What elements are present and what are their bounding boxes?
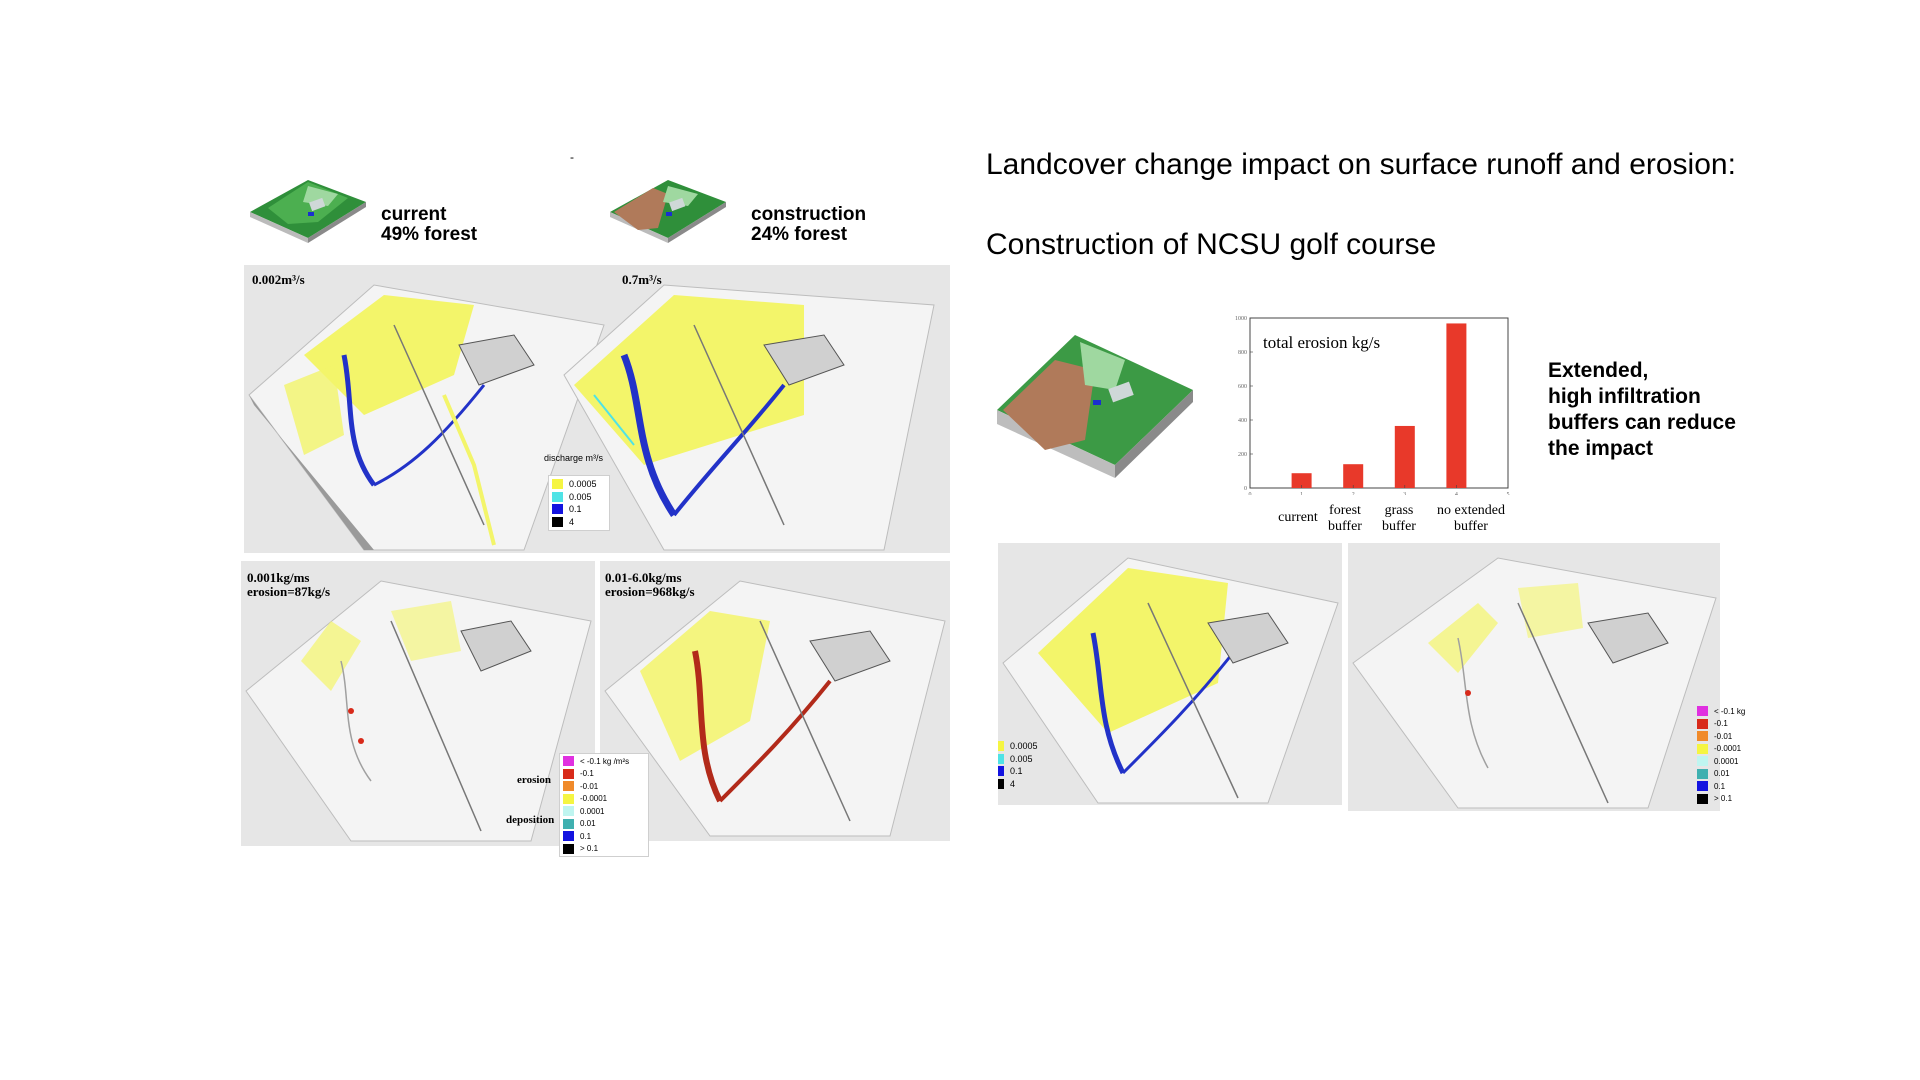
erosion-construction-label-line2: erosion=968kg/s	[605, 584, 695, 599]
buffer-erosion-legend-item: -0.01	[1694, 730, 1754, 743]
buffer-erosion-graphic	[1352, 557, 1717, 809]
discharge-legend-title: discharge m³/s	[544, 453, 604, 463]
erosion-legend-item: 0.1	[560, 830, 648, 843]
buffer-erosion-legend-item: < -0.1 kg	[1694, 705, 1754, 718]
buffer-note-line1: Extended,	[1548, 359, 1649, 382]
buffer-discharge-legend: 0.0005 0.005 0.1 4	[998, 738, 1040, 792]
erosion-legend-item: -0.1	[560, 768, 648, 781]
thumbnail-label-current: current 49% forest	[381, 205, 477, 245]
chart-y-tick-label: 1000	[1235, 316, 1247, 322]
buffer-erosion-legend-item: 0.1	[1694, 780, 1754, 793]
erosion-legend-item: > 0.1	[560, 843, 648, 856]
thumbnail-current-line1: current	[381, 204, 447, 225]
discharge-legend: 0.0005 0.005 0.1 4	[548, 475, 610, 531]
chart-x-tick-label: 1	[1300, 492, 1303, 495]
chart-y-tick-label: 400	[1238, 418, 1247, 424]
chart-bar	[1446, 323, 1467, 488]
discharge-current-label: 0.002m³/s	[252, 272, 305, 287]
buffer-erosion-legend-item: 0.0001	[1694, 755, 1754, 768]
chart-category-label: grass buffer	[1382, 503, 1416, 534]
erosion-current-label-line2: erosion=87kg/s	[247, 584, 331, 599]
chart-x-tick-label: 2	[1352, 492, 1355, 495]
erosion-bar-chart: 0 200 400 600 800 1000 0 1 2 3 4 5 total erosion kg…	[1230, 315, 1530, 540]
erosion-panel-construction: 0.01-6.0kg/ms erosion=968kg/s	[600, 561, 950, 841]
chart-x-tick-label: 0	[1249, 492, 1252, 495]
chart-bar	[1343, 464, 1364, 488]
discharge-maps-graphic	[248, 284, 935, 551]
buffer-erosion-legend: < -0.1 kg -0.1 -0.01 -0.0001 0.0001 0.01…	[1694, 704, 1754, 806]
buffer-note: Extended, high infiltration buffers can …	[1548, 358, 1736, 462]
buffer-erosion-panel	[1348, 543, 1720, 811]
erosion-current-label: 0.001kg/ms erosion=87kg/s	[247, 571, 330, 599]
terrain-thumbnail-construction	[610, 180, 726, 243]
erosion-construction-label: 0.01-6.0kg/ms erosion=968kg/s	[605, 571, 695, 599]
chart-category-label: forest buffer	[1328, 503, 1362, 534]
buffer-discharge-legend-item: 0.0005	[998, 740, 1040, 753]
buffer-erosion-legend-item: -0.0001	[1694, 743, 1754, 756]
buffer-discharge-legend-item: 0.005	[998, 753, 1040, 766]
thumbnail-construction-line1: construction	[751, 204, 867, 225]
chart-y-tick-label: 800	[1238, 350, 1247, 356]
thumbnail-construction-line2: 24% forest	[751, 224, 848, 245]
slide-title-line1: Landcover change impact on surface runof…	[986, 148, 1736, 181]
chart-title: total erosion kg/s	[1263, 333, 1381, 352]
chart-y-tick-label: 200	[1238, 452, 1247, 458]
chart-x-tick-label: 4	[1455, 492, 1458, 495]
discharge-legend-item: 0.0005	[549, 478, 609, 491]
chart-bar	[1291, 473, 1312, 488]
erosion-construction-label-line1: 0.01-6.0kg/ms	[605, 570, 682, 585]
buffer-note-line2: high infiltration	[1548, 385, 1701, 408]
chart-category-label: current	[1278, 510, 1318, 525]
buffer-erosion-legend-item: 0.01	[1694, 768, 1754, 781]
chart-category-label: no extended buffer	[1436, 503, 1506, 534]
buffer-note-line4: the impact	[1548, 437, 1654, 460]
erosion-legend-item: < -0.1 kg /m²s	[560, 755, 648, 768]
erosion-legend-item: 0.0001	[560, 805, 648, 818]
chart-x-tick-label: 5	[1507, 492, 1510, 495]
discharge-panel: 0.002m³/s 0.7m³/s discharge m³/s 0.0005 …	[244, 265, 950, 553]
erosion-legend-deposition-label: deposition	[506, 814, 555, 826]
terrain-thumbnail-current	[250, 180, 366, 243]
thumbnail-label-construction: construction 24% forest	[751, 205, 866, 245]
dash-mark: -	[570, 150, 574, 164]
erosion-current-graphic	[245, 580, 592, 842]
chart-y-tick-label: 600	[1238, 384, 1247, 390]
terrain-thumbnail-buffers	[997, 335, 1193, 478]
chart-x-tick-label: 3	[1403, 492, 1406, 495]
erosion-panel-current: 0.001kg/ms erosion=87kg/s	[241, 561, 595, 846]
buffer-erosion-legend-item: > 0.1	[1694, 793, 1754, 806]
buffer-discharge-panel: 0.0005 0.005 0.1 4	[998, 543, 1342, 805]
discharge-construction-label: 0.7m³/s	[622, 272, 662, 287]
buffer-erosion-legend-item: -0.1	[1694, 718, 1754, 731]
erosion-construction-graphic	[604, 580, 946, 837]
erosion-legend-item: -0.01	[560, 780, 648, 793]
buffer-discharge-graphic	[1002, 557, 1339, 804]
erosion-legend-left: < -0.1 kg /m²s -0.1 -0.01 -0.0001 0.0001…	[559, 753, 649, 857]
thumbnail-current-line2: 49% forest	[381, 224, 478, 245]
erosion-legend-erosion-label: erosion	[517, 774, 552, 786]
buffer-note-line3: buffers can reduce	[1548, 411, 1736, 434]
erosion-legend-item: -0.0001	[560, 793, 648, 806]
erosion-current-label-line1: 0.001kg/ms	[247, 570, 310, 585]
erosion-legend-item: 0.01	[560, 818, 648, 831]
chart-bar	[1394, 425, 1415, 488]
discharge-legend-item: 0.1	[549, 503, 609, 516]
buffer-discharge-legend-item: 0.1	[998, 765, 1040, 778]
chart-y-tick-label: 0	[1244, 486, 1247, 492]
discharge-legend-item: 0.005	[549, 491, 609, 504]
buffer-discharge-legend-item: 4	[998, 778, 1040, 791]
discharge-legend-item: 4	[549, 516, 609, 529]
slide-title-line2: Construction of NCSU golf course	[986, 228, 1437, 261]
erosion-bar-chart-svg: 0 200 400 600 800 1000 0 1 2 3 4 5	[1235, 316, 1510, 495]
